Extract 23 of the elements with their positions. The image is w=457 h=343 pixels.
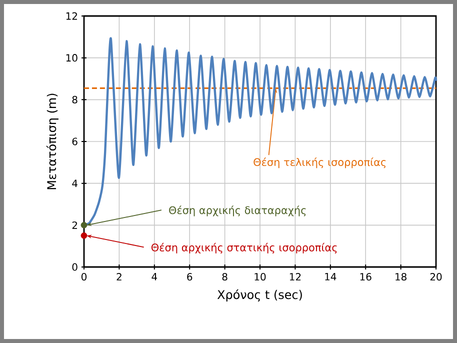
x-tick-label: 14 (325, 273, 336, 280)
y-tick-label: 8 (72, 96, 78, 104)
y-tick-label: 2 (72, 221, 77, 229)
ref-line-label: Θέση τελικής ισορροπίας (254, 158, 386, 168)
annotation: Θέση αρχικής διαταραχής (169, 206, 306, 216)
x-axis-title: Χρόνος t (sec) (217, 289, 302, 302)
annotation: Θέση αρχικής στατικής ισορροπίας (151, 242, 337, 254)
y-tick-label: 12 (66, 12, 77, 20)
x-tick-label: 4 (152, 273, 158, 280)
x-tick-label: 2 (116, 273, 122, 280)
x-tick-label: 8 (222, 273, 228, 281)
x-tick-label: 20 (430, 273, 442, 281)
y-tick-label: 0 (72, 263, 78, 271)
x-tick-label: 6 (187, 273, 192, 281)
x-tick-label: 16 (360, 273, 372, 281)
x-tick-label: 18 (396, 273, 406, 281)
y-tick-label: 6 (72, 138, 78, 146)
x-tick-label: 0 (81, 273, 87, 281)
y-axis-title: Μετατόπιση (m) (46, 94, 58, 190)
x-tick-label: 10 (254, 273, 266, 281)
y-tick-label: 4 (72, 180, 78, 187)
x-tick-label: 12 (290, 273, 301, 280)
y-tick-label: 10 (66, 54, 78, 62)
